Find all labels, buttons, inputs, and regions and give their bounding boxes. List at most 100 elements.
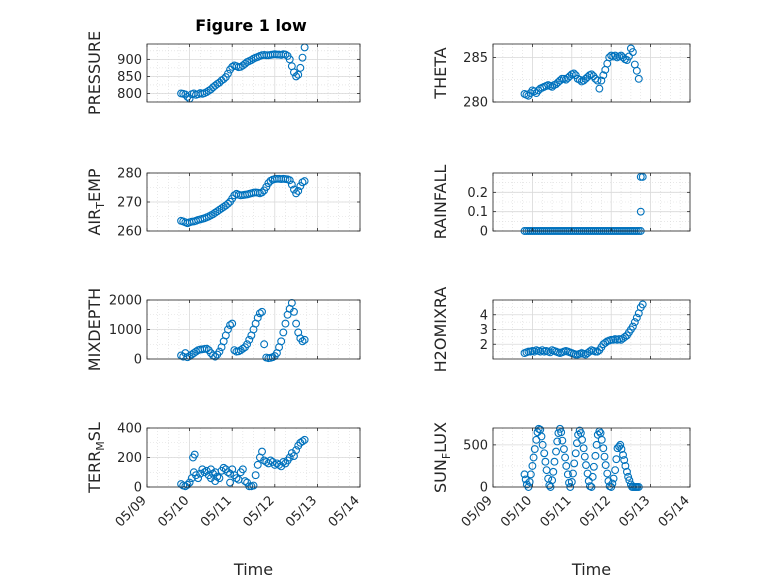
data-point bbox=[287, 180, 296, 189]
data-point bbox=[300, 335, 309, 344]
data-point bbox=[253, 313, 262, 322]
data-point bbox=[529, 453, 538, 462]
y-label-main: AIR bbox=[85, 209, 104, 236]
axes-box bbox=[492, 427, 691, 488]
data-point bbox=[294, 187, 303, 195]
data-point bbox=[537, 432, 546, 441]
data-point bbox=[550, 457, 559, 466]
y-axis-label: MIXDEPTH bbox=[85, 288, 104, 371]
data-point bbox=[300, 177, 309, 186]
y-axis-label: RAINFALL bbox=[431, 165, 450, 240]
data-point bbox=[569, 69, 578, 78]
data-point bbox=[588, 472, 597, 481]
data-point bbox=[621, 332, 629, 341]
y-axis-label: TERRMSL bbox=[85, 422, 107, 494]
data-point bbox=[565, 72, 574, 81]
data-point bbox=[211, 352, 220, 361]
y-label-main: PRESSURE bbox=[85, 31, 104, 115]
data-point bbox=[611, 51, 620, 60]
data-point bbox=[258, 447, 266, 456]
data-point bbox=[219, 75, 228, 84]
data-point bbox=[226, 321, 235, 330]
x-axis-label: Time bbox=[233, 560, 273, 579]
data-point bbox=[521, 475, 530, 484]
y-label-rest: EMP bbox=[85, 168, 104, 202]
data-point bbox=[232, 474, 241, 483]
data-point bbox=[296, 63, 305, 72]
data-point bbox=[571, 449, 580, 458]
data-point bbox=[624, 52, 633, 61]
data-point bbox=[632, 66, 641, 75]
axes-box bbox=[492, 172, 691, 232]
axes-box bbox=[146, 43, 361, 103]
data-point bbox=[290, 307, 298, 316]
data-point bbox=[202, 88, 211, 97]
data-point bbox=[601, 461, 610, 470]
data-point bbox=[292, 319, 301, 328]
y-tick-label: 0 bbox=[134, 353, 142, 368]
y-label-main: RAINFALL bbox=[431, 165, 450, 240]
data-point bbox=[552, 447, 560, 456]
subplot-mixdepth: 0 1000 2000 MIXDEPTH bbox=[85, 288, 361, 371]
data-point bbox=[599, 444, 608, 453]
data-point bbox=[630, 318, 639, 327]
y-axis-label: THETA bbox=[431, 47, 450, 99]
series-markers bbox=[520, 424, 643, 491]
y-tick-label: 4 bbox=[480, 308, 488, 323]
data-point bbox=[538, 346, 547, 355]
data-point bbox=[223, 325, 232, 334]
data-point bbox=[562, 461, 571, 470]
y-label-subscript: F bbox=[440, 453, 453, 459]
data-point bbox=[569, 469, 577, 478]
series-markers bbox=[177, 43, 309, 103]
data-point bbox=[202, 466, 211, 475]
y-tick-label: 2 bbox=[480, 338, 488, 353]
y-label-main: H2OMIXRA bbox=[431, 287, 450, 373]
data-point bbox=[593, 347, 602, 356]
data-point bbox=[533, 428, 542, 437]
data-point bbox=[258, 307, 266, 316]
data-point bbox=[285, 55, 294, 64]
data-point bbox=[226, 478, 235, 487]
y-tick-label: 0 bbox=[480, 481, 488, 496]
data-point bbox=[589, 462, 598, 471]
y-tick-label: 270 bbox=[117, 196, 142, 211]
data-point bbox=[255, 309, 264, 318]
y-tick-label: 1000 bbox=[109, 323, 142, 338]
data-point bbox=[292, 72, 301, 81]
data-point bbox=[549, 467, 558, 476]
data-point bbox=[617, 445, 626, 454]
data-point bbox=[285, 453, 294, 462]
data-point bbox=[285, 176, 294, 185]
data-point bbox=[298, 437, 307, 446]
data-point bbox=[294, 70, 303, 79]
y-label-main: SUN bbox=[431, 459, 450, 493]
data-point bbox=[585, 347, 594, 356]
data-point bbox=[253, 460, 262, 469]
data-point bbox=[561, 453, 570, 462]
data-point bbox=[636, 207, 645, 216]
data-point bbox=[298, 53, 307, 62]
data-point bbox=[258, 188, 266, 197]
series-markers bbox=[520, 44, 643, 100]
data-point bbox=[226, 469, 235, 478]
data-point bbox=[245, 335, 254, 344]
data-point bbox=[525, 477, 534, 486]
data-point bbox=[599, 71, 608, 80]
data-point bbox=[528, 461, 537, 470]
data-point bbox=[563, 470, 572, 479]
data-point bbox=[621, 461, 630, 470]
data-point bbox=[241, 59, 249, 68]
data-point bbox=[241, 477, 249, 486]
data-point bbox=[619, 451, 627, 459]
data-point bbox=[296, 182, 305, 191]
y-label-main: THETA bbox=[431, 47, 450, 99]
data-point bbox=[593, 76, 602, 85]
data-point bbox=[556, 424, 564, 433]
data-point bbox=[281, 50, 290, 59]
data-point bbox=[260, 340, 269, 349]
grid bbox=[492, 299, 691, 360]
data-point bbox=[582, 461, 590, 470]
data-point bbox=[616, 440, 625, 449]
